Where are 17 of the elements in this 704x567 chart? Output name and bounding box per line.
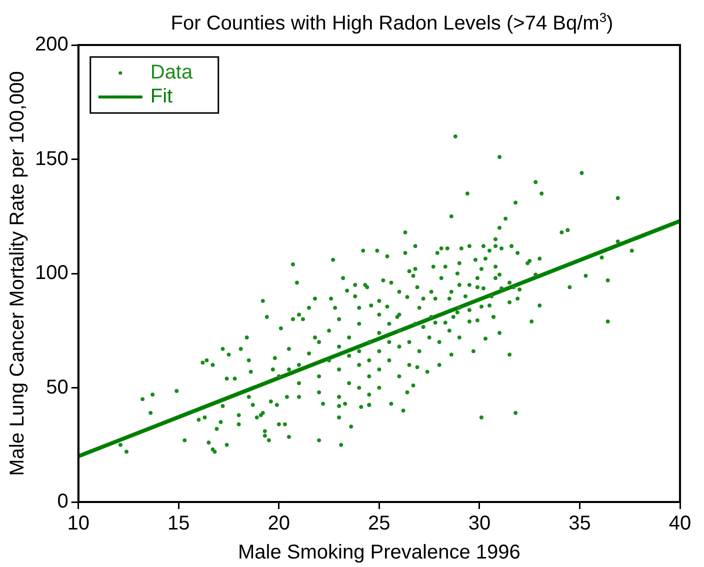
y-tick-label: 50	[46, 376, 68, 398]
x-tick-label: 15	[168, 512, 190, 535]
y-axis-title: Male Lung Cancer Mortality Rate per 100,000	[6, 71, 29, 476]
legend-label: Data	[150, 62, 194, 84]
y-tick-label: 150	[34, 148, 68, 170]
y-tick-label: 200	[34, 34, 68, 56]
x-tick-label: 10	[67, 512, 90, 535]
x-tick-label: 30	[468, 512, 491, 535]
y-tick-label: 100	[34, 262, 68, 284]
x-tick-label: 40	[668, 512, 692, 535]
x-tick-label: 20	[268, 512, 290, 535]
y-tick-label: 0	[57, 490, 68, 513]
x-axis-title: Male Smoking Prevalence 1996	[238, 542, 520, 564]
legend-label: Fit	[150, 86, 174, 108]
x-tick-label: 35	[568, 512, 591, 535]
chart-title: For Counties with High Radon Levels (>74 Bq/m$^{3}$)	[170, 10, 614, 36]
x-tick-label: 25	[368, 512, 390, 535]
